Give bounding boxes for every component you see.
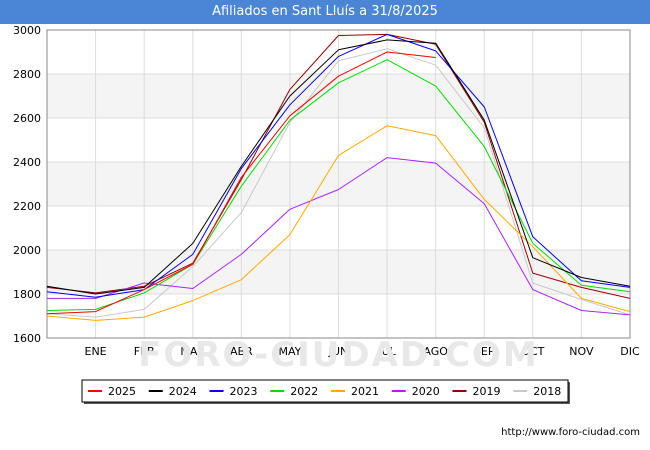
x-tick-label: MAY (278, 345, 301, 358)
y-tick-label: 2800 (13, 68, 41, 81)
y-tick-label: 2600 (13, 112, 41, 125)
legend-label-2020: 2020 (412, 385, 440, 398)
x-tick-label: SEP (474, 345, 495, 358)
y-tick-label: 2400 (13, 156, 41, 169)
series-line-2020 (47, 157, 631, 316)
y-tick-label: 2200 (13, 200, 41, 213)
legend-label-2024: 2024 (169, 385, 197, 398)
footer-url[interactable]: http://www.foro-ciudad.com (501, 427, 640, 438)
watermark: FORO-CIUDAD.COM (138, 335, 539, 375)
legend-label-2021: 2021 (351, 385, 379, 398)
series-line-2022 (46, 59, 631, 311)
legend-box (81, 379, 569, 403)
series-line-2021 (46, 125, 631, 321)
x-tick-label: OCT (521, 345, 544, 358)
x-tick-label: ABR (230, 345, 253, 358)
x-tick-label: AGO (423, 345, 448, 358)
series-line-2025 (46, 51, 436, 315)
x-tick-label: FEB (134, 345, 155, 358)
legend-label-2018: 2018 (533, 385, 561, 398)
legend-label-2022: 2022 (290, 385, 318, 398)
y-tick-label: 3000 (13, 24, 41, 37)
y-tick-label: 1600 (13, 332, 41, 345)
legend-label-2019: 2019 (473, 385, 501, 398)
legend-label-2023: 2023 (230, 385, 258, 398)
x-tick-label: JUL (377, 345, 396, 358)
series-line-2024 (46, 39, 631, 295)
title-bar (0, 0, 650, 24)
x-tick-label: MAR (180, 345, 205, 358)
chart-title: Afiliados en Sant Lluís a 31/8/2025 (212, 4, 438, 19)
plot-border (46, 29, 631, 339)
y-tick-label: 1800 (13, 288, 41, 301)
series-line-2019 (46, 33, 631, 299)
x-tick-label: ENE (85, 345, 107, 358)
legend-label-2025: 2025 (108, 385, 136, 398)
x-tick-label: NOV (569, 345, 594, 358)
series-line-2018 (46, 48, 631, 318)
x-tick-label: JUN (328, 345, 349, 358)
y-tick-label: 2000 (13, 244, 41, 257)
x-tick-label: DIC (620, 345, 640, 358)
